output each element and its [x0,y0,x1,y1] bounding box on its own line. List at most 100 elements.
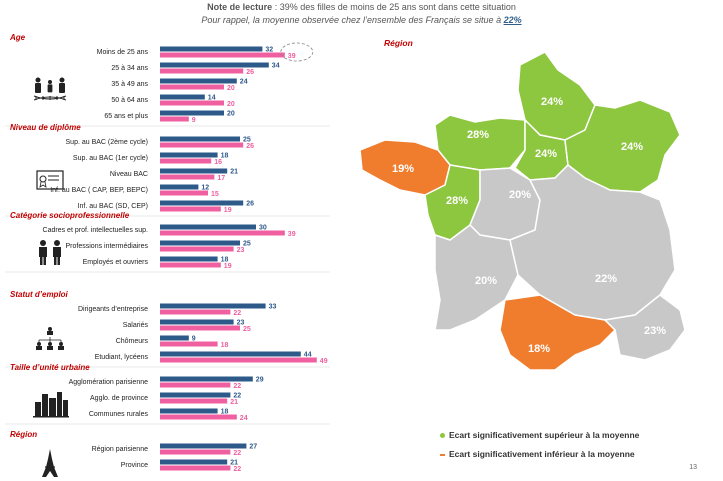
value-label-a: 27 [249,444,257,451]
bar-series-a [160,443,247,449]
bar-series-b [160,325,240,331]
diploma-icon [36,170,64,190]
org-chart-icon [36,327,64,350]
section-title: Taille d’unité urbaine [10,363,90,372]
bar-label: Sup. au BAC (2ème cycle) [66,139,148,146]
reading-note: Note de lecture : 39% des filles de moin… [0,2,723,12]
bar-label: Région parisienne [92,446,149,453]
bar-series-b [160,357,317,363]
bar-label: Employés et ouvriers [83,259,149,266]
bar-label: Communes rurales [89,411,149,418]
bar-series-a [160,224,256,230]
bar-series-a [160,303,266,309]
bar-series-b [160,341,218,347]
bar-label: Cadres et prof. intellectuelles sup. [43,227,148,234]
bar-series-b [160,230,285,236]
bar-series-a [160,136,240,142]
legend-below-text: Ecart significativement inférieur à la m… [449,449,635,459]
bar-series-a [160,459,228,465]
bar-label: Inf. au BAC (SD, CEP) [78,203,148,210]
region-value: 23% [644,325,666,337]
region-value: 22% [595,273,617,285]
value-label-b: 19 [224,263,232,270]
legend-above-text: Ecart significativement supérieur à la m… [449,430,640,440]
value-label-a: 32 [265,47,273,54]
region-value: 24% [541,96,563,108]
bar-series-a [160,392,231,398]
bar-series-a [160,256,218,262]
value-label-a: 18 [221,257,229,264]
value-label-a: 29 [256,377,264,384]
value-label-a: 14 [208,95,216,102]
bar-chart: Age Moins de 25 ans 32 39 25 à 34 ans 34 26 35 … [5,33,330,477]
value-label-a: 33 [269,304,277,311]
map-region [603,294,686,361]
legend-below: Ecart significativement inférieur à la m… [440,449,635,459]
value-label-b: 24 [240,415,248,422]
section-title: Statut d’emploi [10,290,69,299]
section-title: Niveau de diplôme [10,123,81,132]
bar-label: 65 ans et plus [104,113,148,120]
region-value: 18% [528,343,550,355]
bar-series-b [160,116,189,122]
bar-label: Sup. au BAC (1er cycle) [73,155,148,162]
bar-series-b [160,414,237,420]
bar-label: Dirigeants d’entreprise [78,306,148,313]
value-label-b: 21 [230,399,238,406]
value-label-a: 44 [304,352,312,359]
bar-label: Etudiant, lycéens [95,354,149,361]
reminder-value: 22% [503,15,522,25]
bar-series-b [160,100,224,106]
region-value: 24% [621,141,643,153]
bar-series-a [160,62,269,68]
value-label-a: 21 [230,460,238,467]
value-label-a: 26 [246,201,254,208]
bar-label: Chômeurs [116,338,149,345]
bar-series-a [160,110,224,116]
value-label-b: 22 [233,450,241,457]
value-label-a: 9 [192,336,196,343]
bar-series-b [160,190,208,196]
bar-label: Agglo. de province [90,395,148,402]
map-region [499,294,617,371]
value-label-a: 18 [221,153,229,160]
region-value: 28% [446,195,468,207]
legend-above: Ecart significativement supérieur à la m… [440,430,639,440]
bar-label: Province [121,462,148,469]
region-value: 28% [467,129,489,141]
value-label-b: 9 [192,117,196,124]
bar-series-b [160,174,215,180]
value-label-b: 19 [224,207,232,214]
value-label-a: 18 [221,409,229,416]
family-dna-icon [33,77,67,101]
reading-note-label: Note de lecture [207,2,273,12]
section-title: Catégorie socioprofessionnelle [10,211,130,220]
bar-label: 50 à 64 ans [111,97,148,104]
value-label-b: 49 [320,358,328,365]
bar-series-a [160,319,234,325]
bar-series-a [160,184,199,190]
value-label-a: 25 [243,241,251,248]
bar-series-b [160,52,285,58]
bar-series-b [160,246,234,252]
bar-series-a [160,376,253,382]
workers-icon [39,240,61,265]
reading-note-text: : 39% des filles de moins de 25 ans sont… [272,2,516,12]
value-label-a: 23 [237,320,245,327]
value-label-b: 16 [214,159,222,166]
eiffel-tower-icon [42,449,58,477]
orange-dash-icon [440,453,445,456]
region-value: 19% [392,163,414,175]
reminder-text: Pour rappel, la moyenne observée chez l’… [201,15,504,25]
section-title: Région [10,430,37,439]
value-label-b: 39 [288,231,296,238]
map-title: Région [384,38,413,48]
bar-label: Niveau BAC [110,171,148,178]
value-label-b: 25 [243,326,251,333]
value-label-b: 20 [227,85,235,92]
value-label-a: 24 [240,79,248,86]
value-label-a: 22 [233,393,241,400]
green-dot-icon [440,433,445,439]
bar-label: Moins de 25 ans [97,49,149,56]
bar-series-b [160,382,231,388]
